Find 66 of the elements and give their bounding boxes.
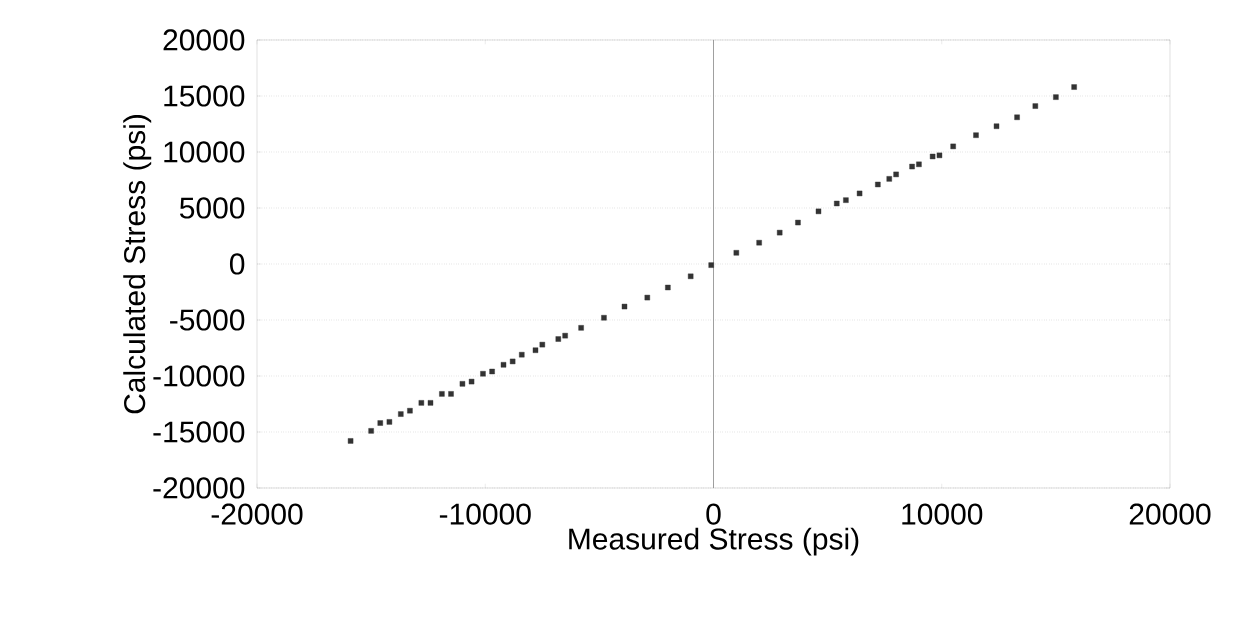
point (916, 161, 922, 168)
point (815, 208, 822, 215)
point (480, 371, 486, 377)
point (708, 262, 714, 268)
x-tick-label: 20000 (1129, 503, 1211, 525)
point (601, 315, 607, 321)
y-tick-label: 0 (229, 253, 245, 275)
point (993, 123, 1000, 129)
x-tick-label: 10000 (902, 503, 983, 525)
point (733, 250, 740, 256)
point (407, 408, 413, 414)
x-axis-title: Measured Stress (psi) (569, 527, 859, 556)
point (644, 294, 651, 301)
point (519, 352, 525, 358)
point (973, 132, 979, 138)
y-tick-label: -20000 (153, 477, 245, 499)
point (795, 219, 801, 226)
point (468, 378, 475, 385)
point (489, 368, 495, 375)
point (843, 197, 849, 203)
x-tick-label: 0 (706, 503, 721, 525)
point (756, 240, 762, 246)
point (427, 400, 434, 406)
point (950, 143, 956, 150)
point (532, 347, 539, 353)
point (936, 152, 943, 159)
point (578, 325, 584, 331)
point (687, 273, 694, 280)
point (448, 391, 454, 397)
y-tick-label: -15000 (153, 421, 245, 443)
point (439, 391, 445, 397)
y-axis-title: Calculated Stress (psi) (123, 115, 152, 414)
point (555, 336, 561, 342)
point (500, 362, 507, 368)
point (398, 411, 404, 417)
x-tick-label: -20000 (211, 503, 303, 525)
point (347, 438, 354, 444)
point (929, 153, 936, 160)
y-tick-label: -5000 (170, 309, 245, 331)
y-tick-label: 10000 (164, 141, 245, 163)
point (856, 190, 863, 197)
point (893, 171, 899, 178)
point (875, 181, 881, 188)
x-tick-label: -10000 (439, 503, 531, 525)
y-tick-label: 5000 (179, 197, 245, 219)
point (509, 358, 516, 365)
point (377, 420, 383, 426)
point (834, 200, 840, 207)
point (562, 332, 568, 339)
point (418, 400, 425, 406)
point (886, 176, 892, 182)
y-tick-label: -10000 (153, 365, 245, 387)
point (1071, 84, 1077, 90)
point (1053, 94, 1059, 100)
point (1014, 114, 1020, 120)
point (368, 428, 374, 434)
point (776, 229, 783, 236)
point (386, 419, 393, 425)
y-tick-label: 20000 (163, 29, 245, 51)
point (909, 163, 915, 170)
point (665, 284, 671, 291)
point (459, 381, 466, 387)
point (621, 303, 628, 310)
point (539, 341, 546, 348)
y-tick-label: 15000 (164, 85, 245, 107)
point (1032, 103, 1039, 109)
